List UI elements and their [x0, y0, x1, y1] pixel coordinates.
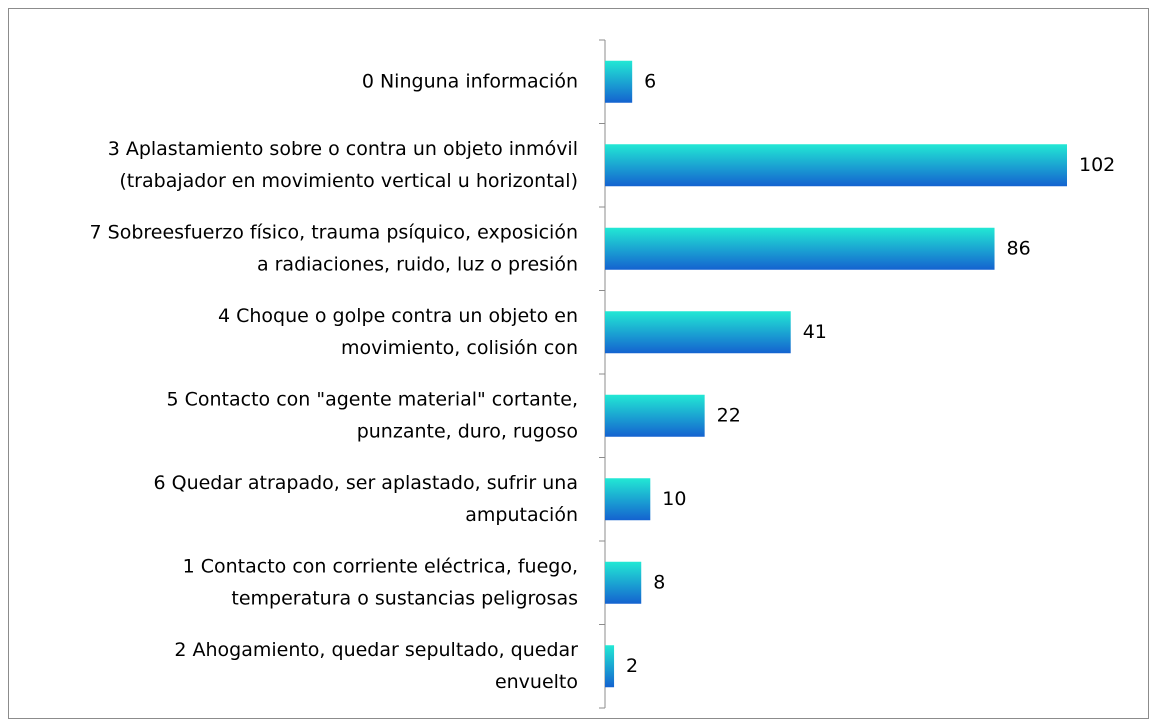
category-label: 7 Sobreesfuerzo físico, trauma psíquico,…	[90, 221, 578, 243]
category-label: punzante, duro, rugoso	[357, 420, 578, 442]
value-label: 10	[662, 488, 686, 510]
value-label: 86	[1007, 237, 1031, 259]
category-label: 1 Contacto con corriente eléctrica, fueg…	[183, 555, 578, 577]
category-label: 4 Choque o golpe contra un objeto en	[218, 305, 578, 327]
bar	[605, 144, 1067, 187]
value-label: 102	[1079, 154, 1115, 176]
category-label: 0 Ninguna información	[362, 70, 578, 92]
chart-frame	[8, 8, 1149, 719]
bar	[605, 561, 642, 604]
bar	[605, 394, 705, 437]
bar	[605, 478, 651, 521]
bar	[605, 311, 791, 354]
category-label: amputación	[465, 504, 578, 526]
bar	[605, 645, 615, 688]
value-label: 6	[644, 70, 656, 92]
value-label: 22	[717, 404, 741, 426]
category-label: 2 Ahogamiento, quedar sepultado, quedar	[174, 639, 578, 661]
bar	[605, 227, 995, 270]
category-label: (trabajador en movimiento vertical u hor…	[119, 170, 578, 192]
value-label: 41	[803, 321, 827, 343]
category-label: temperatura o sustancias peligrosas	[231, 587, 578, 609]
category-label: a radiaciones, ruido, luz o presión	[257, 253, 578, 275]
category-label: envuelto	[495, 671, 578, 693]
bar	[605, 60, 633, 103]
category-label: 5 Contacto con "agente material" cortant…	[167, 388, 579, 410]
category-label: 6 Quedar atrapado, ser aplastado, sufrir…	[153, 472, 578, 494]
category-label: 3 Aplastamiento sobre o contra un objeto…	[108, 138, 578, 160]
value-label: 2	[626, 655, 638, 677]
value-label: 8	[653, 571, 665, 593]
category-label: movimiento, colisión con	[341, 337, 578, 359]
